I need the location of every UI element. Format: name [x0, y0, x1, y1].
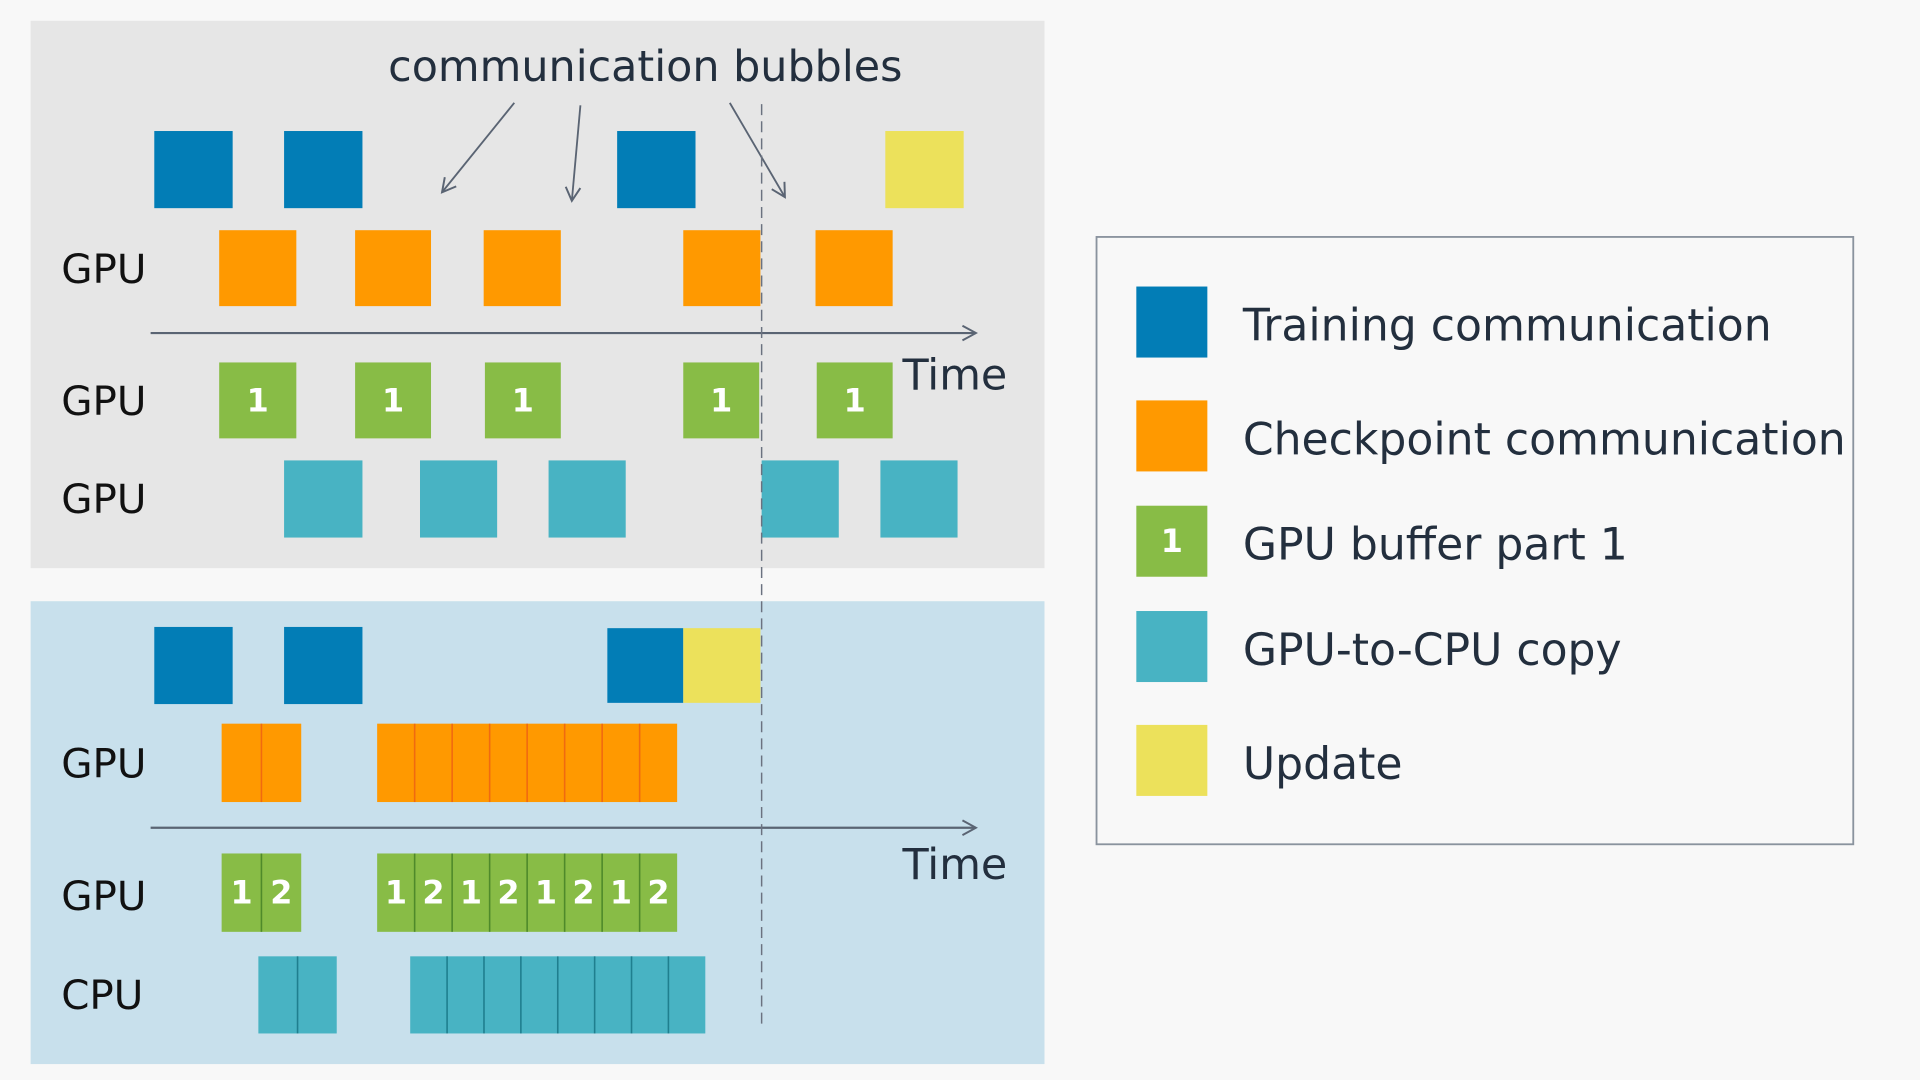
row-label-gpu: GPU [61, 377, 146, 425]
training-communication-block [154, 131, 233, 209]
checkpoint-communication-block [489, 723, 528, 803]
buffer-part-label: 1 [230, 874, 252, 912]
buffer-part-label: 2 [647, 874, 669, 912]
buffer-part-label: 1 [535, 874, 557, 912]
buffer-part-label: 1 [385, 874, 407, 912]
checkpoint-communication-block [219, 230, 297, 307]
gpu-buffer-block [221, 853, 262, 932]
gpu-to-cpu-copy-block [548, 460, 626, 538]
bubble-arrow [729, 102, 786, 199]
training-communication-block [284, 626, 363, 705]
gpu-buffer-block [484, 362, 561, 439]
gpu-to-cpu-copy-block [297, 956, 337, 1034]
gpu-buffer-block [414, 853, 453, 932]
training-communication-block [284, 131, 363, 209]
legend-swatch-badge: 1 [1161, 522, 1183, 560]
legend-swatch [1136, 400, 1208, 472]
training-communication-block [607, 628, 684, 703]
gpu-buffer-block [377, 853, 415, 932]
gpu-buffer-block [355, 362, 432, 439]
gpu-buffer-block [683, 362, 760, 439]
gpu-to-cpu-copy-block [420, 460, 498, 538]
checkpoint-communication-block [261, 723, 302, 803]
gpu-to-cpu-copy-block [483, 956, 521, 1034]
legend-swatch [1136, 724, 1208, 796]
gpu-buffer-block [816, 362, 893, 439]
checkpoint-communication-block [602, 723, 640, 803]
gpu-to-cpu-copy-block [668, 956, 706, 1034]
timeline-blocks: 1 1 1 1 11 2 1 2 1 2 1 2 1 2 [154, 131, 964, 1034]
buffer-part-label: 1 [710, 381, 732, 419]
gpu-to-cpu-copy-block [880, 460, 958, 538]
legend-swatch [1136, 286, 1208, 358]
legend-box [1095, 236, 1855, 846]
gpu-to-cpu-copy-block [594, 956, 632, 1034]
update-block [885, 131, 964, 209]
buffer-part-label: 2 [572, 874, 594, 912]
gpu-buffer-block [564, 853, 603, 932]
diagram-title: communication bubbles [388, 42, 902, 92]
gpu-to-cpu-copy-block [761, 460, 839, 538]
gpu-to-cpu-copy-block [447, 956, 484, 1034]
legend: Training communication Checkpoint communi… [1095, 236, 1855, 846]
row-label-gpu: GPU [61, 872, 146, 920]
gpu-buffer-block [261, 853, 302, 932]
checkpoint-communication-block [355, 230, 432, 307]
legend-item-label: Training communication [1242, 300, 1772, 351]
buffer-part-label: 2 [497, 874, 519, 912]
checkpoint-communication-block [452, 723, 490, 803]
gpu-buffer-block [489, 853, 528, 932]
buffer-part-label: 1 [460, 874, 482, 912]
checkpoint-communication-block [683, 230, 761, 307]
gpu-buffer-block [452, 853, 490, 932]
row-label-cpu: CPU [61, 971, 143, 1019]
buffer-part-label: 1 [247, 381, 269, 419]
buffer-part-label: 1 [610, 874, 632, 912]
buffer-part-label: 2 [270, 874, 292, 912]
bubble-arrow [564, 105, 582, 203]
legend-item-label: GPU-to-CPU copy [1243, 625, 1622, 676]
checkpoint-communication-block [527, 723, 565, 803]
gpu-to-cpu-copy-block [284, 460, 363, 538]
gpu-buffer-block [219, 362, 297, 439]
legend-item-label: Update [1243, 739, 1403, 790]
bubble-arrow [440, 102, 515, 194]
checkpoint-communication-block [414, 723, 453, 803]
buffer-part-label: 2 [422, 874, 444, 912]
gpu-to-cpu-copy-block [631, 956, 669, 1034]
gpu-buffer-block [639, 853, 678, 932]
checkpoint-communication-block [815, 230, 893, 307]
checkpoint-communication-block [221, 723, 262, 803]
gpu-to-cpu-copy-block [258, 956, 298, 1034]
checkpoint-communication-block [483, 230, 561, 307]
legend-swatch [1136, 611, 1208, 683]
row-label-gpu: GPU [61, 740, 146, 788]
gpu-buffer-block [602, 853, 640, 932]
buffer-part-label: 1 [512, 381, 534, 419]
gpu-to-cpu-copy-block [410, 956, 448, 1034]
legend-item-label: Checkpoint communication [1243, 414, 1846, 465]
time-label-top: Time [901, 350, 1007, 400]
training-communication-block [154, 626, 233, 705]
legend-item-label: GPU buffer part 1 [1243, 520, 1628, 571]
checkpoint-communication-block [377, 723, 415, 803]
legend-swatch [1136, 505, 1208, 577]
time-label-bottom: Time [901, 840, 1007, 890]
checkpoint-communication-block [564, 723, 603, 803]
gpu-to-cpu-copy-block [520, 956, 558, 1034]
row-label-gpu: GPU [61, 475, 146, 523]
gpu-buffer-block [527, 853, 565, 932]
update-block [683, 628, 761, 703]
training-communication-block [617, 131, 696, 209]
buffer-part-label: 1 [844, 381, 866, 419]
row-label-gpu: GPU [61, 245, 146, 293]
checkpoint-communication-block [639, 723, 678, 803]
buffer-part-label: 1 [382, 381, 404, 419]
gpu-to-cpu-copy-block [557, 956, 595, 1034]
